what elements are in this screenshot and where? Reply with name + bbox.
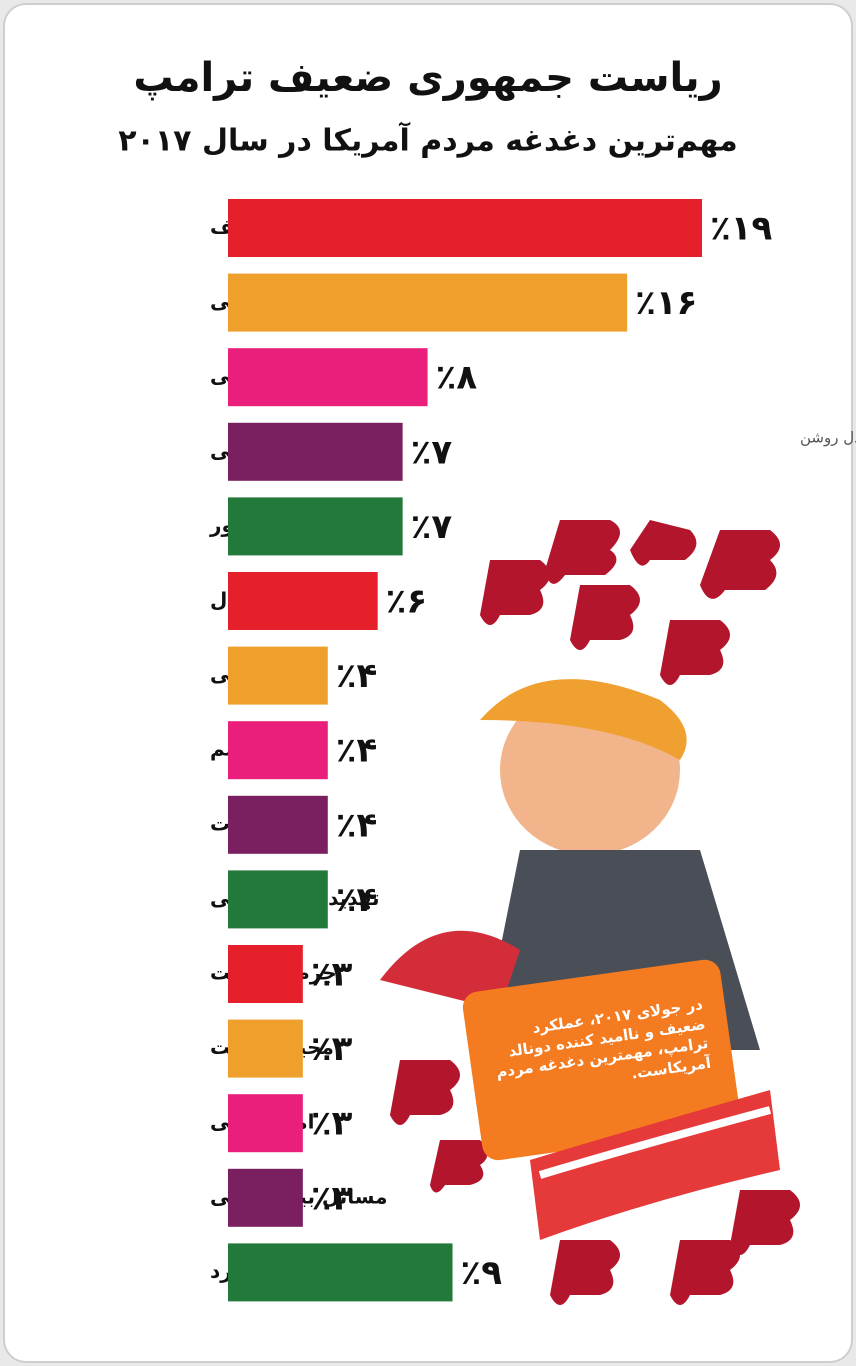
- bar: [228, 721, 328, 780]
- value-label: ٪۴: [336, 731, 378, 771]
- value-label: ٪۸: [436, 358, 478, 398]
- bar: [228, 646, 328, 705]
- value-label: ٪۴: [336, 880, 378, 920]
- value-label: ٪۳: [311, 1029, 353, 1069]
- bar: [228, 1243, 453, 1302]
- bar: [228, 422, 403, 481]
- bar: [228, 273, 628, 332]
- bar: [228, 1019, 303, 1078]
- bar: [228, 497, 403, 556]
- value-label: ٪۷: [411, 432, 453, 472]
- value-label: ٪۳: [311, 1104, 353, 1144]
- value-label: ٪۷: [411, 507, 453, 547]
- bar: [228, 572, 378, 630]
- value-label: ٪۳: [311, 955, 353, 995]
- value-label: ٪۳: [311, 1178, 353, 1218]
- bar: [228, 1168, 303, 1227]
- bar: [228, 199, 702, 257]
- value-label: ٪۴: [336, 656, 378, 696]
- value-label: ٪۹: [461, 1253, 503, 1293]
- value-label: ٪۱۹: [710, 209, 773, 249]
- credit: اینفوگرافیک: مهدی دل روشن: [800, 429, 856, 447]
- bar: [228, 945, 303, 1003]
- bar: [228, 348, 428, 407]
- chart-subtitle: مهم‌ترین دغدغه مردم آمریکا در سال ۲۰۱۷: [118, 122, 738, 159]
- chart-title: ریاست جمهوری ضعیف ترامپ: [133, 55, 722, 101]
- bar: [228, 1094, 303, 1153]
- illustration: [380, 520, 800, 1305]
- bar: [228, 795, 328, 854]
- value-label: ٪۱۶: [635, 283, 697, 323]
- bar: [228, 870, 328, 929]
- value-label: ٪۴: [336, 805, 378, 845]
- value-label: ٪۶: [386, 582, 428, 622]
